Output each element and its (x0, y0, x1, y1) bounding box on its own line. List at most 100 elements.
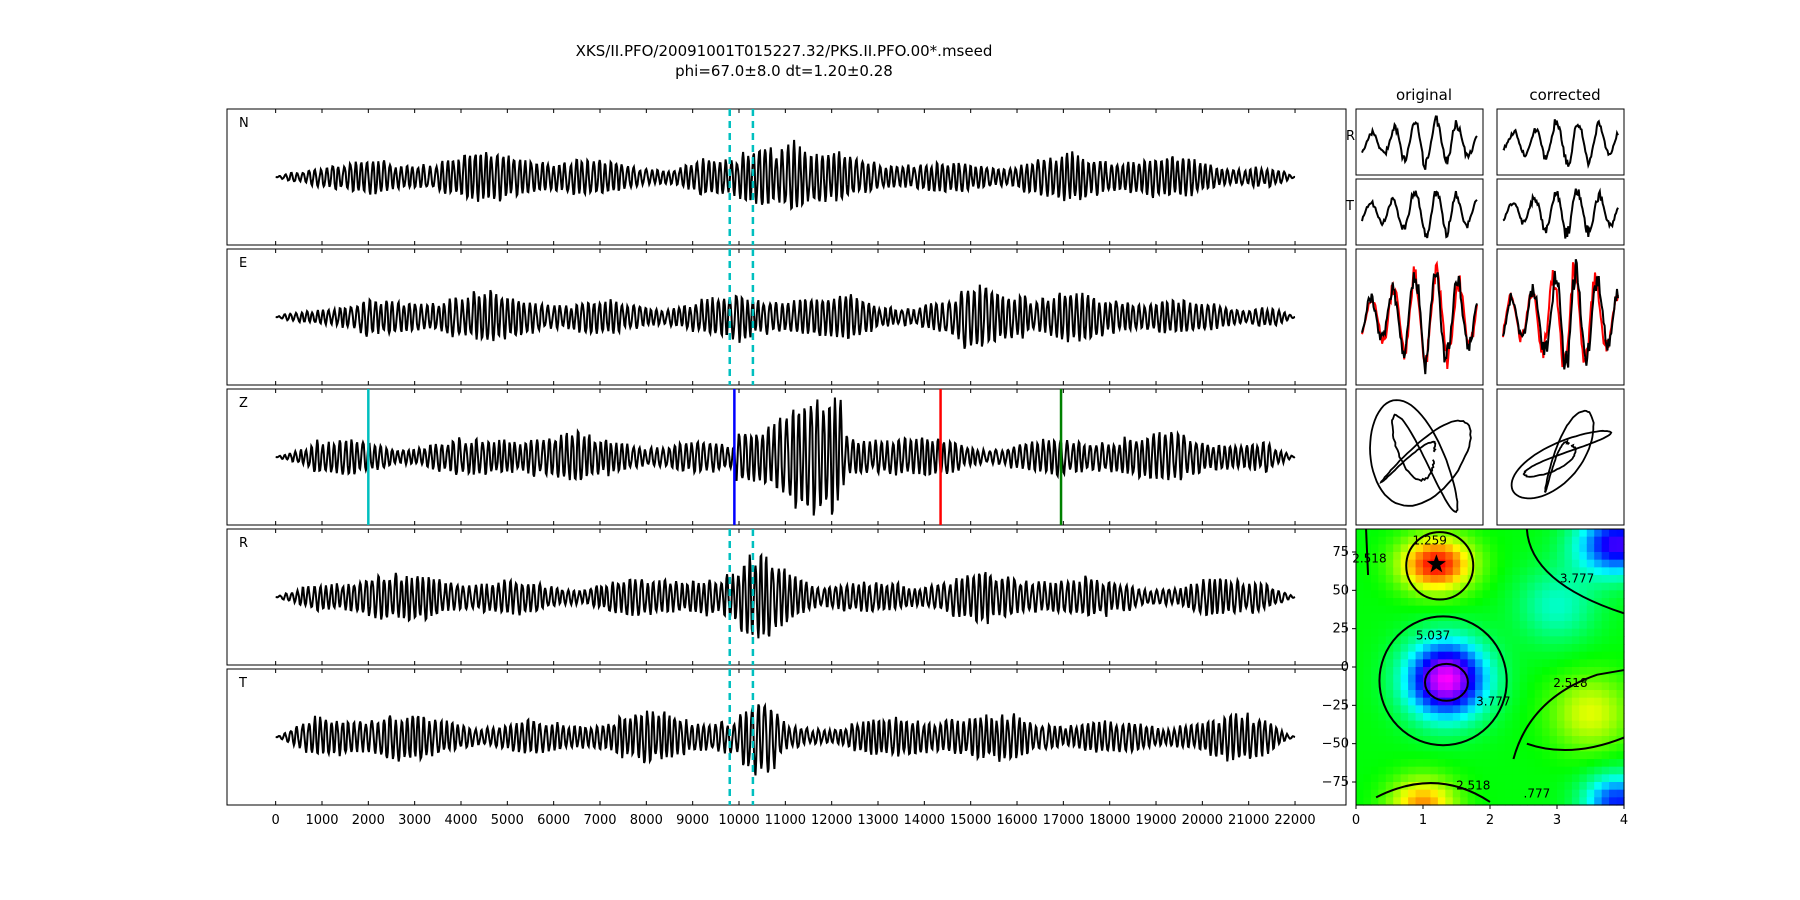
heatmap-cell (1490, 736, 1499, 745)
trace-panel-N: N (226, 108, 1347, 246)
heatmap-cell (1378, 582, 1387, 591)
heatmap-cell (1482, 651, 1491, 660)
heatmap-cell (1504, 582, 1513, 591)
heatmap-cell (1475, 759, 1484, 768)
heatmap-cell (1504, 782, 1513, 791)
heatmap-cell (1542, 674, 1551, 683)
heatmap-cell (1549, 636, 1558, 645)
heatmap-cell (1363, 644, 1372, 653)
heatmap-cell (1564, 544, 1573, 553)
heatmap-cell (1557, 782, 1566, 791)
heatmap-cell (1557, 605, 1566, 614)
heatmap-cell (1616, 567, 1625, 576)
heatmap-cell (1445, 720, 1454, 729)
heatmap-cell (1519, 590, 1528, 599)
heatmap-cell (1393, 636, 1402, 645)
heatmap-cell (1527, 736, 1536, 745)
heatmap-cell (1571, 736, 1580, 745)
heatmap-cell (1475, 743, 1484, 752)
heatmap-cell (1497, 789, 1506, 798)
heatmap-cell (1571, 713, 1580, 722)
heatmap-cell (1564, 797, 1573, 806)
heatmap-cell (1378, 797, 1387, 806)
heatmap-cell (1445, 743, 1454, 752)
heatmap-cell (1519, 705, 1528, 714)
heatmap-cell (1571, 529, 1580, 538)
heatmap-cell (1579, 567, 1588, 576)
heatmap-cell (1475, 705, 1484, 714)
heatmap-cell (1415, 621, 1424, 630)
heatmap-cell (1579, 659, 1588, 668)
heatmap-cell (1542, 782, 1551, 791)
heatmap-cell (1356, 705, 1365, 714)
heatmap-cell (1475, 774, 1484, 783)
heatmap-cell (1594, 705, 1603, 714)
heatmap-cell (1601, 621, 1610, 630)
heatmap-cell (1490, 621, 1499, 630)
heatmap-cell (1460, 628, 1469, 637)
heatmap-cell (1460, 536, 1469, 545)
heatmap-cell (1586, 544, 1595, 553)
heatmap-cell (1542, 659, 1551, 668)
heatmap-cell (1579, 644, 1588, 653)
heatmap-cell (1370, 567, 1379, 576)
heatmap-cell (1408, 713, 1417, 722)
heatmap-cell (1504, 674, 1513, 683)
heatmap-cell (1527, 552, 1536, 561)
heatmap-cell (1423, 705, 1432, 714)
heatmap-cell (1356, 651, 1365, 660)
heatmap-cell (1363, 682, 1372, 691)
heatmap-x-tick-label: 2 (1486, 813, 1494, 828)
heatmap-cell (1482, 766, 1491, 775)
heatmap-cell (1490, 529, 1499, 538)
heatmap-cell (1504, 766, 1513, 775)
heatmap-cell (1482, 782, 1491, 791)
heatmap-cell (1415, 536, 1424, 545)
heatmap-cell (1527, 529, 1536, 538)
x-tick-label: 9000 (676, 813, 709, 828)
heatmap-cell (1393, 659, 1402, 668)
heatmap-cell (1609, 621, 1618, 630)
heatmap-cell (1557, 766, 1566, 775)
heatmap-cell (1467, 659, 1476, 668)
heatmap-cell (1385, 782, 1394, 791)
heatmap-cell (1534, 751, 1543, 760)
heatmap-cell (1467, 690, 1476, 699)
heatmap-cell (1534, 713, 1543, 722)
heatmap-cell (1490, 766, 1499, 775)
heatmap-cell (1586, 567, 1595, 576)
overlay-trace-black (1502, 259, 1619, 370)
contour-label: 3.777 (1476, 694, 1510, 708)
heatmap-cell (1400, 552, 1409, 561)
heatmap-cell (1475, 644, 1484, 653)
heatmap-cell (1467, 651, 1476, 660)
heatmap-cell (1430, 567, 1439, 576)
heatmap-cell (1594, 605, 1603, 614)
heatmap-cell (1616, 782, 1625, 791)
heatmap-cell (1400, 674, 1409, 683)
heatmap-cell (1408, 789, 1417, 798)
heatmap-cell (1534, 736, 1543, 745)
heatmap-cell (1579, 536, 1588, 545)
heatmap-cell (1594, 667, 1603, 676)
heatmap-cell (1527, 536, 1536, 545)
heatmap-cell (1400, 567, 1409, 576)
heatmap-cell (1452, 705, 1461, 714)
heatmap-cell (1430, 789, 1439, 798)
heatmap-cell (1430, 697, 1439, 706)
heatmap-cell (1356, 536, 1365, 545)
heatmap-cell (1490, 751, 1499, 760)
heatmap-cell (1586, 774, 1595, 783)
heatmap-cell (1378, 766, 1387, 775)
heatmap-cell (1564, 636, 1573, 645)
heatmap-cell (1490, 567, 1499, 576)
heatmap-cell (1430, 582, 1439, 591)
heatmap-cell (1393, 682, 1402, 691)
heatmap-cell (1415, 789, 1424, 798)
heatmap-cell (1594, 651, 1603, 660)
heatmap-cell (1400, 559, 1409, 568)
comparison-trace (1502, 187, 1619, 239)
heatmap-cell (1482, 536, 1491, 545)
comparison-row-label: R (1346, 129, 1355, 144)
heatmap-cell (1557, 690, 1566, 699)
